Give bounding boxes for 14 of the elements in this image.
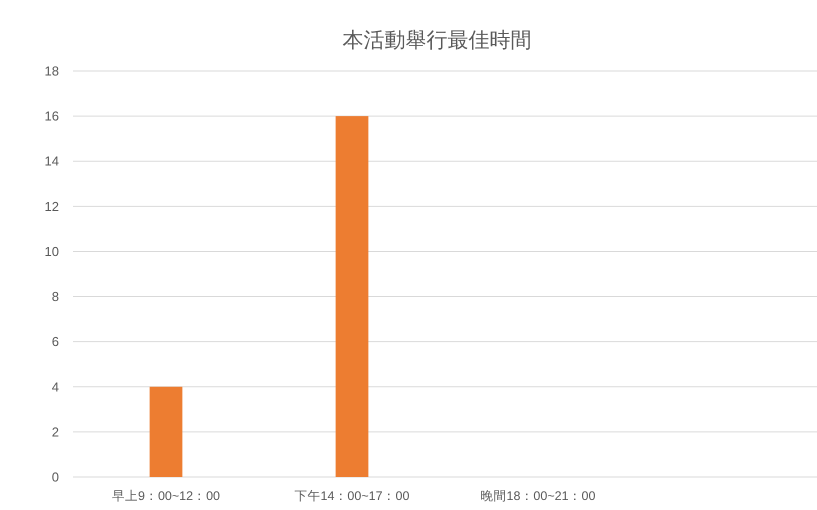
x-tick-label: 晚間18：00~21：00: [480, 489, 596, 503]
y-tick-label: 8: [52, 289, 59, 304]
y-tick-label: 2: [52, 424, 59, 440]
y-tick-label: 4: [52, 379, 59, 394]
x-tick-label: 下午14：00~17：00: [294, 489, 410, 503]
y-tick-label: 16: [44, 108, 59, 124]
y-tick-label: 12: [44, 198, 59, 214]
chart-title: 本活動舉行最佳時間: [342, 29, 532, 52]
y-tick-label: 18: [44, 64, 59, 78]
y-tick-label: 0: [52, 470, 59, 484]
y-tick-label: 14: [44, 154, 59, 169]
y-tick-label: 10: [44, 244, 59, 259]
x-tick-label: 早上9：00~12：00: [112, 489, 220, 503]
y-tick-label: 6: [52, 334, 59, 350]
